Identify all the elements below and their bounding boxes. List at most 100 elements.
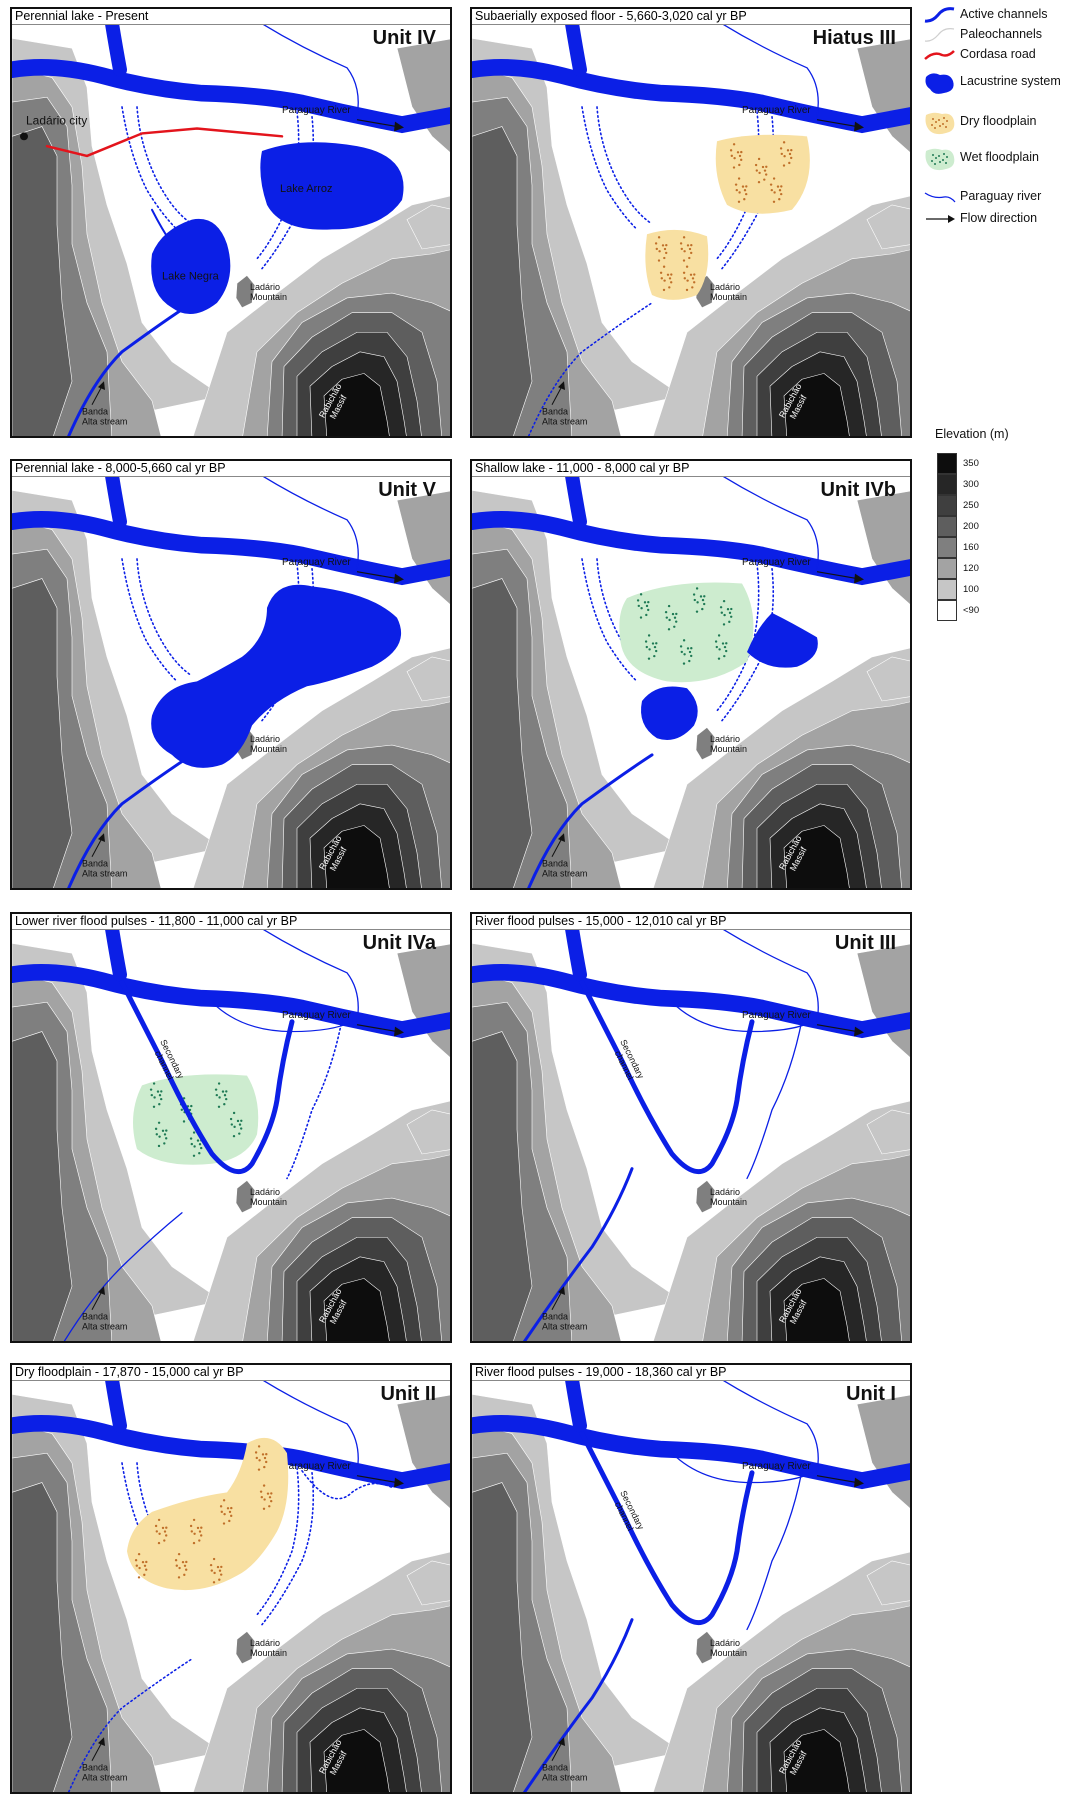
dry-floodplain-icon [925,112,955,135]
north-channel [565,16,587,77]
elevation-swatch-label: 120 [963,563,979,574]
dry-floodplain-dots [729,143,743,169]
wet-floodplain [619,582,754,683]
ladario-city-marker [20,132,28,141]
elevation-contour [695,1180,716,1214]
cordasa-road [45,127,284,158]
ladario-mountain-label: Mountain [250,1648,287,1658]
flow-arrow [356,571,398,580]
arrow-icon [394,121,404,132]
dry-floodplain-dots [209,1557,223,1584]
elevation-contour [12,578,73,888]
elevation-contour [396,38,450,153]
elevation-contour [783,825,850,888]
unit-label: Unit IV [372,27,436,49]
flow-arrow [551,837,563,857]
terrain [472,38,910,436]
legend-paleochannels: Paleochannels [922,25,1072,45]
arrow-icon [98,833,105,843]
panel-title: Dry floodplain - 17,870 - 15,000 cal yr … [12,1365,450,1381]
ladario-mountain-label: Ladário [710,1638,740,1648]
map-panel-p3: Paraguay River Ladário Mountain Banda Alta s… [10,459,452,890]
legend-dry-floodplain-label: Dry floodplain [960,114,1037,128]
arrow-icon [558,833,565,843]
paraguay-river [472,511,910,586]
dry-floodplain-dots [769,177,783,203]
ladario-mountain-label: Ladário [710,282,740,292]
flow-arrow [551,1290,563,1310]
map-canvas: Paraguay RiverSecondarychannelLadárioMou… [12,921,450,1341]
banda-alta-label: Alta stream [542,1321,587,1331]
terrain [12,1394,450,1792]
paleochannel [581,106,638,231]
ladario-mountain-label: Ladário [710,1187,740,1197]
panel-title: Perennial lake - Present [12,9,450,25]
river-icon [924,192,956,203]
legend-dry-floodplain: Dry floodplain [922,109,1072,137]
banda-alta-label: Alta stream [542,416,587,426]
paraguay-river-label: Paraguay River [282,557,351,568]
dry-floodplain-dots [219,1499,233,1525]
flow-arrow [91,1741,103,1761]
banda-alta-stream [67,753,194,888]
elevation-swatch-label: 250 [963,500,979,511]
legend-paraguay-river-label: Paraguay river [960,189,1042,203]
legend-wet-floodplain: Wet floodplain [922,145,1072,173]
terrain [12,490,450,888]
paraguay-river-label: Paraguay River [282,105,351,116]
map-canvas: Paraguay RiverSecondarychannelLadárioMou… [472,921,910,1341]
flow-arrow [356,1475,398,1484]
map-panel-p7: Paraguay River Ladário Mountain Banda Alta s… [10,1363,452,1794]
wet-floodplain-dots [636,593,650,619]
terrain [12,943,450,1341]
ladario-mountain-label: Ladário [250,734,280,744]
legend-cordasa-road-label: Cordasa road [960,47,1036,61]
ladario-mountain-label: Mountain [710,292,747,302]
dry-floodplain-dots [679,236,693,262]
elevation-swatch [937,453,957,474]
banda-alta-label: Alta stream [542,1772,587,1782]
elevation-contour [406,204,450,250]
dry-floodplain-dots [259,1484,273,1510]
elevation-contour [406,656,450,702]
elevation-swatch-label: 300 [963,479,979,490]
elevation-contour [235,275,256,309]
map-panel-p4: Paraguay River Ladário Mountain Banda Alta s… [470,459,912,890]
unit-label: Unit I [846,1383,896,1405]
lacustrine-system [151,584,402,768]
map-panel-p8: Paraguay River Secondary channel Ladário Mou… [470,1363,912,1794]
wet-floodplain-dots [719,599,733,626]
panel-title: Perennial lake - 8,000-5,660 cal yr BP [12,461,450,477]
elevation-swatch [937,600,957,621]
elevation-contour [323,825,390,888]
unit-label: Unit III [834,932,896,954]
elevation-contour [323,373,390,436]
terrain [472,943,910,1341]
arrow-icon [854,1477,864,1488]
flow-arrow [551,1741,563,1761]
elevation-contour [783,373,850,436]
elevation-contour [866,656,910,702]
wet-floodplain-dots [154,1121,168,1148]
lake-negra [151,218,231,315]
dry-floodplain-dots [174,1552,188,1579]
paraguay-river-label: Paraguay River [742,105,811,116]
elevation-contour [866,1560,910,1606]
elevation-swatch [937,558,957,579]
unit-label: Hiatus III [812,27,896,49]
paleochannel [286,1019,343,1180]
paleochannel [596,106,651,224]
legend-paraguay-river: Paraguay river [922,187,1072,207]
elevation-contour [695,1631,716,1665]
arrow-icon [854,1026,864,1037]
legend-paleochannels-label: Paleochannels [960,27,1043,41]
arrow-icon [854,573,864,584]
paleochannel-icon [924,28,955,42]
flow-arrow [816,1475,858,1484]
unit-label: Unit II [380,1383,436,1405]
wet-floodplain-dots [214,1082,228,1108]
map-canvas: Paraguay RiverSecondarychannelLadárioMou… [472,1372,910,1792]
paraguay-river-label: Paraguay River [282,1010,351,1021]
paraguay-river-label: Paraguay River [742,1461,811,1472]
northeast-tributary [721,475,819,570]
